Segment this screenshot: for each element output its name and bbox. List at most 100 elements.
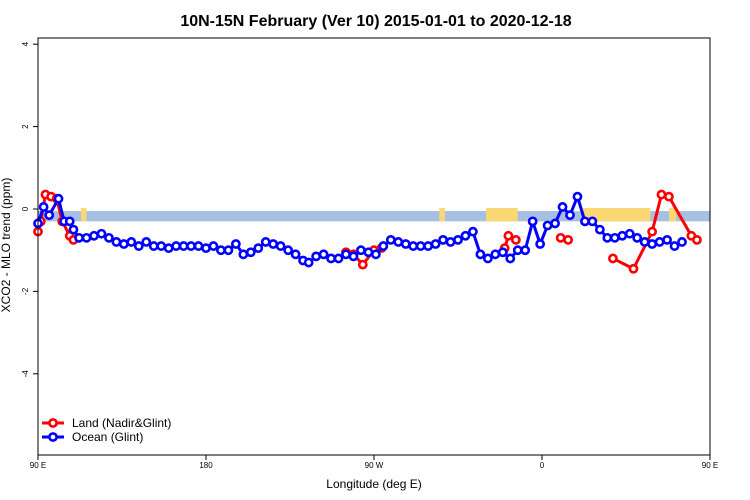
legend-entry: Ocean (Glint) <box>72 430 143 444</box>
y-tick-label: -2 <box>21 287 30 295</box>
data-point <box>664 191 674 202</box>
data-point <box>654 237 665 247</box>
data-point <box>378 241 389 251</box>
data-point <box>632 232 643 243</box>
data-point <box>490 249 501 260</box>
data-point <box>238 249 249 260</box>
data-point <box>111 237 122 247</box>
data-point <box>81 232 92 243</box>
data-point <box>230 239 241 249</box>
data-point <box>468 226 478 237</box>
data-point <box>311 251 322 262</box>
data-point <box>290 249 301 260</box>
data-point <box>363 247 374 258</box>
data-point <box>326 253 336 264</box>
land-band-segment <box>486 208 518 222</box>
data-point <box>587 216 598 227</box>
data-point <box>393 237 404 247</box>
data-point <box>527 216 538 227</box>
data-point <box>341 249 351 260</box>
data-point <box>370 249 381 260</box>
legend: Land (Nadir&Glint)Ocean (Glint) <box>42 416 171 444</box>
data-point <box>133 241 144 251</box>
data-point <box>141 237 152 247</box>
land-band-segment <box>439 208 445 222</box>
data-point <box>505 253 516 264</box>
data-point <box>44 210 55 221</box>
data-point <box>118 239 129 249</box>
ocean-band <box>38 211 710 222</box>
data-point <box>186 241 196 251</box>
data-point <box>216 245 226 256</box>
data-point <box>647 239 658 249</box>
data-point <box>617 230 628 241</box>
data-point <box>148 241 159 251</box>
data-point <box>96 228 107 239</box>
land-band-segment <box>668 208 677 222</box>
land-band-segment <box>594 208 602 222</box>
data-point <box>64 216 75 227</box>
y-tick-label: 0 <box>21 206 30 211</box>
data-point <box>201 243 211 254</box>
data-point <box>563 234 574 245</box>
land-band-segment <box>80 208 87 222</box>
data-point <box>385 234 396 245</box>
data-point <box>503 230 514 241</box>
surface-band <box>38 208 710 222</box>
data-point <box>639 237 650 247</box>
y-tick-label: -4 <box>21 370 30 378</box>
data-point <box>253 243 264 254</box>
data-point <box>223 245 234 256</box>
data-point <box>208 241 219 251</box>
data-point <box>580 216 590 227</box>
data-point <box>512 245 523 256</box>
data-point <box>408 241 419 251</box>
series-layer <box>33 189 702 274</box>
data-point <box>677 237 687 247</box>
data-point <box>268 239 279 249</box>
data-point <box>594 224 605 235</box>
data-point <box>557 202 568 212</box>
data-point <box>348 251 359 262</box>
data-point <box>482 253 493 264</box>
data-point <box>572 191 583 202</box>
x-tick-label: 180 <box>199 461 213 470</box>
data-point <box>460 230 471 241</box>
data-point <box>609 232 620 243</box>
data-point <box>126 237 137 247</box>
data-point <box>104 232 114 243</box>
data-point <box>89 230 99 241</box>
data-point <box>74 232 84 243</box>
data-point <box>400 239 411 249</box>
data-point <box>356 245 366 256</box>
data-point <box>245 247 256 258</box>
x-tick-label: 90 E <box>702 461 718 470</box>
data-point <box>555 232 566 243</box>
data-point <box>423 241 434 251</box>
data-point <box>475 249 486 260</box>
y-axis-label: XCO2 - MLO trend (ppm) <box>0 178 13 313</box>
data-point <box>38 202 49 212</box>
data-point <box>357 259 368 270</box>
legend-marker <box>48 432 58 442</box>
data-point <box>608 253 618 264</box>
legend-entry: Land (Nadir&Glint) <box>72 416 171 430</box>
data-point <box>669 241 680 251</box>
data-point <box>283 245 294 256</box>
x-tick-label: 90 W <box>365 461 384 470</box>
data-point <box>333 253 344 264</box>
data-point <box>171 241 182 251</box>
data-point <box>430 239 441 249</box>
data-point <box>415 241 426 251</box>
data-point <box>550 218 560 229</box>
data-point <box>565 210 575 221</box>
data-point <box>163 243 174 254</box>
y-tick-label: 4 <box>21 41 30 46</box>
data-point <box>535 239 546 249</box>
data-point <box>178 241 189 251</box>
data-point <box>647 226 658 237</box>
data-point <box>445 237 456 247</box>
x-axis-label: Longitude (deg E) <box>326 477 421 491</box>
